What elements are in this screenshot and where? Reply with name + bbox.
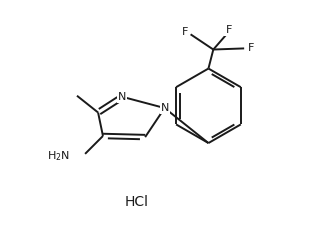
Text: N: N <box>118 92 126 102</box>
Text: N: N <box>160 103 169 113</box>
Text: H$_2$N: H$_2$N <box>47 149 69 162</box>
Text: F: F <box>225 25 232 35</box>
Text: HCl: HCl <box>125 195 149 209</box>
Text: F: F <box>182 27 188 37</box>
Text: F: F <box>248 43 255 52</box>
